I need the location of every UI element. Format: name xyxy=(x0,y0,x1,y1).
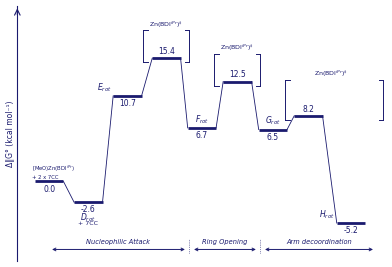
Text: [MeO)Zn(BDI$^{iPr}$)
+ 2 x 7CC: [MeO)Zn(BDI$^{iPr}$) + 2 x 7CC xyxy=(31,164,74,180)
Text: 8.2: 8.2 xyxy=(302,104,314,113)
Text: + 7CC: + 7CC xyxy=(78,221,98,226)
Text: D$_{rot}$: D$_{rot}$ xyxy=(80,212,96,224)
Text: 6.7: 6.7 xyxy=(196,131,208,140)
Text: Zn(BDI$^{iPr}$)$^{‡}$: Zn(BDI$^{iPr}$)$^{‡}$ xyxy=(314,69,348,79)
Text: 10.7: 10.7 xyxy=(119,99,136,108)
Text: 15.4: 15.4 xyxy=(158,47,175,56)
Y-axis label: Δ‖G° (kcal mol⁻¹): Δ‖G° (kcal mol⁻¹) xyxy=(5,100,15,167)
Text: Nucleophilic Attack: Nucleophilic Attack xyxy=(87,239,151,245)
Text: Zn(BDI$^{iPr}$)$^{‡}$: Zn(BDI$^{iPr}$)$^{‡}$ xyxy=(220,42,254,53)
Text: H$_{rot}$: H$_{rot}$ xyxy=(319,208,335,221)
Text: 6.5: 6.5 xyxy=(267,133,279,142)
Text: E$_{rot}$: E$_{rot}$ xyxy=(97,81,111,93)
Text: G$_{rot}$: G$_{rot}$ xyxy=(265,115,281,127)
Text: Ring Opening: Ring Opening xyxy=(202,239,248,245)
Text: Zn(BDI$^{iPr}$)$^{‡}$: Zn(BDI$^{iPr}$)$^{‡}$ xyxy=(149,19,183,30)
Text: 0.0: 0.0 xyxy=(43,185,55,194)
Text: Arm decoordination: Arm decoordination xyxy=(286,239,352,245)
Text: F$_{rot}$: F$_{rot}$ xyxy=(195,113,209,125)
Text: -2.6: -2.6 xyxy=(81,206,96,214)
Text: 12.5: 12.5 xyxy=(229,70,246,79)
Text: -5.2: -5.2 xyxy=(343,226,358,235)
